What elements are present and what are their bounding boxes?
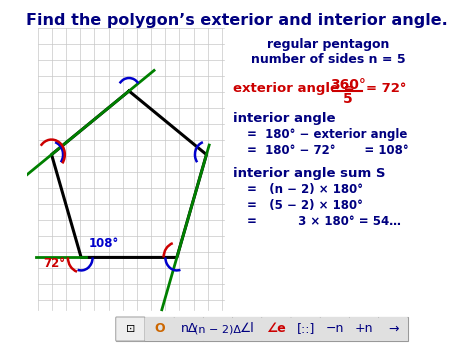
Text: Find the polygon’s exterior and interior angle.: Find the polygon’s exterior and interior… — [26, 13, 448, 28]
Bar — [116, 317, 408, 341]
Text: =   (n − 2) × 180°: = (n − 2) × 180° — [247, 183, 363, 196]
FancyBboxPatch shape — [349, 317, 379, 341]
FancyBboxPatch shape — [145, 317, 174, 341]
FancyBboxPatch shape — [203, 317, 233, 341]
Text: interior angle sum S: interior angle sum S — [234, 167, 386, 180]
Text: [::]: [::] — [296, 322, 315, 335]
Text: =  180° − exterior angle: = 180° − exterior angle — [247, 128, 407, 141]
Text: ∠e: ∠e — [266, 322, 286, 335]
Text: (n − 2)Δ: (n − 2)Δ — [194, 324, 241, 334]
Text: exterior angle =: exterior angle = — [234, 82, 355, 95]
Text: 360°: 360° — [330, 78, 365, 92]
Text: nΔ: nΔ — [181, 322, 197, 335]
Text: 108°: 108° — [89, 237, 119, 250]
Text: 72°: 72° — [44, 257, 65, 270]
FancyBboxPatch shape — [291, 317, 320, 341]
FancyBboxPatch shape — [379, 317, 408, 341]
Text: =   (5 − 2) × 180°: = (5 − 2) × 180° — [247, 199, 363, 212]
Text: +n: +n — [355, 322, 374, 335]
Text: ∠l: ∠l — [240, 322, 255, 335]
Text: 5: 5 — [343, 92, 353, 106]
Text: interior angle: interior angle — [234, 112, 336, 125]
FancyBboxPatch shape — [320, 317, 349, 341]
Text: O: O — [154, 322, 165, 335]
Text: =          3 × 180° = 54…: = 3 × 180° = 54… — [247, 215, 401, 228]
Text: number of sides n = 5: number of sides n = 5 — [251, 53, 405, 66]
Text: =  180° − 72°       = 108°: = 180° − 72° = 108° — [247, 144, 409, 157]
FancyBboxPatch shape — [116, 317, 145, 341]
Text: ⊡: ⊡ — [126, 324, 135, 334]
Text: regular pentagon: regular pentagon — [267, 38, 389, 51]
FancyBboxPatch shape — [174, 317, 203, 341]
FancyBboxPatch shape — [262, 317, 291, 341]
FancyBboxPatch shape — [233, 317, 262, 341]
Text: = 72°: = 72° — [366, 82, 407, 95]
Text: →: → — [388, 322, 399, 335]
Text: −n: −n — [326, 322, 344, 335]
